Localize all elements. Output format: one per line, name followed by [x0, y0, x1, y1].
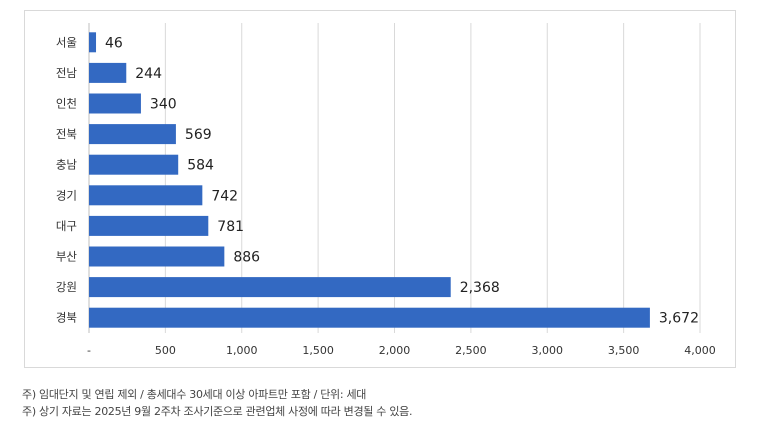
x-tick-label: 2,000 [379, 344, 411, 357]
value-label: 2,368 [460, 280, 500, 296]
category-label: 서울 [56, 35, 77, 49]
category-label: 대구 [56, 219, 77, 233]
bar [89, 277, 451, 298]
category-label: 강원 [56, 280, 77, 294]
x-tick-label: - [87, 344, 91, 357]
category-label: 부산 [56, 250, 78, 264]
value-label: 340 [150, 97, 177, 113]
x-tick-label: 3,000 [532, 344, 564, 357]
x-tick-label: 4,000 [684, 344, 716, 357]
labels: - 500 1,000 1,500 2,000 2,500 3,000 3,500 4,000 서… [56, 35, 716, 357]
bar [89, 215, 209, 236]
bars [89, 32, 650, 328]
x-tick-label: 1,500 [302, 344, 334, 357]
x-tick-label: 3,500 [608, 344, 640, 357]
value-label: 886 [233, 250, 260, 266]
value-label: 46 [105, 35, 123, 51]
footnotes: 주) 임대단지 및 연립 제외 / 총세대수 30세대 이상 아파트만 포함 /… [22, 386, 742, 420]
value-label: 569 [185, 127, 212, 143]
value-label: 742 [211, 188, 238, 204]
category-label: 전남 [56, 66, 78, 80]
bar [89, 124, 176, 145]
grid-lines [88, 23, 701, 333]
value-label: 584 [187, 158, 214, 174]
value-label: 3,672 [659, 311, 699, 327]
category-label: 경기 [56, 188, 77, 202]
x-tick-label: 2,500 [455, 344, 487, 357]
value-label: 244 [135, 66, 162, 82]
bar [89, 307, 650, 328]
category-label: 인천 [56, 97, 77, 111]
category-label: 전북 [56, 127, 77, 141]
bar [89, 93, 141, 114]
bar [89, 246, 225, 267]
x-tick-label: 1,000 [226, 344, 258, 357]
bar [89, 154, 179, 175]
bar [89, 32, 97, 53]
bar-chart: - 500 1,000 1,500 2,000 2,500 3,000 3,500 4,000 서… [56, 23, 716, 357]
bar [89, 185, 203, 206]
value-label: 781 [217, 219, 244, 235]
chart-frame: - 500 1,000 1,500 2,000 2,500 3,000 3,500 4,000 서… [24, 10, 736, 368]
footnote-2: 주) 상기 자료는 2025년 9월 2주차 조사기준으로 관련업체 사정에 따… [22, 405, 413, 418]
x-tick-label: 500 [155, 344, 176, 357]
category-label: 경북 [56, 311, 77, 325]
category-label: 충남 [56, 158, 78, 172]
bar [89, 62, 127, 83]
footnote-1: 주) 임대단지 및 연립 제외 / 총세대수 30세대 이상 아파트만 포함 /… [22, 388, 367, 401]
